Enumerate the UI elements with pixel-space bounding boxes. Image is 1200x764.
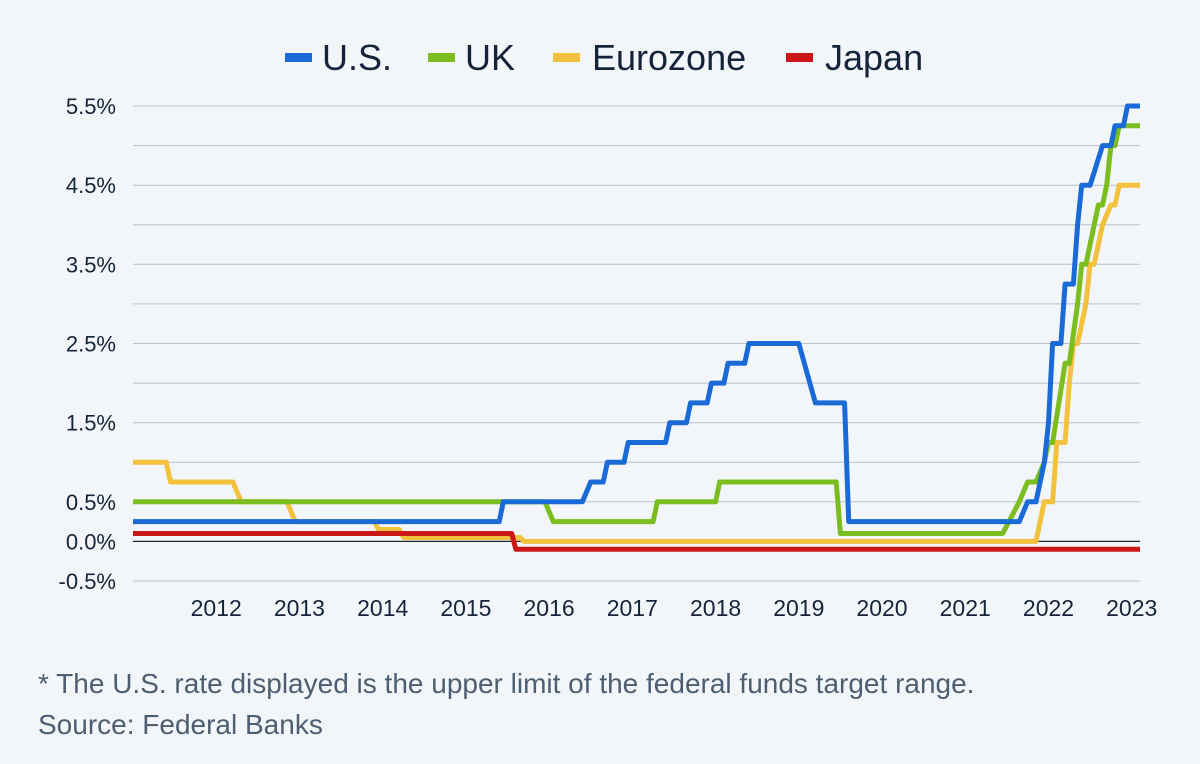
- legend-label-japan: Japan: [825, 37, 923, 78]
- x-tick-label: 2022: [1023, 595, 1074, 621]
- legend-label-eurozone: Eurozone: [592, 37, 746, 78]
- y-tick-label: 4.5%: [66, 173, 116, 198]
- x-tick-label: 2021: [940, 595, 991, 621]
- x-tick-label: 2019: [773, 595, 824, 621]
- series-line-uk: [133, 123, 1140, 536]
- chart-footnote: * The U.S. rate displayed is the upper l…: [38, 668, 975, 699]
- y-tick-label: -0.5%: [59, 569, 116, 594]
- x-tick-label: 2012: [191, 595, 242, 621]
- chart-gridlines: [133, 105, 1140, 582]
- x-axis-ticks: 2012 2013 2014 2015 2016 2017 2018 2019 2020 2021…: [191, 595, 1158, 621]
- x-tick-label: 2013: [274, 595, 325, 621]
- series-line-eurozone: [133, 182, 1140, 544]
- y-axis-ticks: 5.5% 4.5% 3.5% 2.5% 1.5% 0.5% 0.0% -0.5%: [59, 94, 116, 594]
- series-line-us: [133, 103, 1140, 525]
- legend-swatch-uk: [428, 53, 455, 62]
- chart-source: Source: Federal Banks: [38, 709, 323, 740]
- y-tick-label: 0.0%: [66, 529, 116, 554]
- chart-legend: U.S. UK Eurozone Japan: [285, 37, 923, 78]
- x-tick-label: 2015: [440, 595, 491, 621]
- y-tick-label: 1.5%: [66, 411, 116, 436]
- y-tick-label: 2.5%: [66, 332, 116, 357]
- chart-series: [133, 103, 1140, 552]
- y-tick-label: 5.5%: [66, 94, 116, 119]
- x-tick-label: 2020: [856, 595, 907, 621]
- series-line-japan: [133, 531, 1140, 552]
- y-tick-label: 3.5%: [66, 252, 116, 277]
- x-tick-label: 2016: [524, 595, 575, 621]
- x-tick-label: 2017: [607, 595, 658, 621]
- legend-swatch-us: [285, 53, 312, 62]
- x-tick-label: 2023: [1106, 595, 1157, 621]
- y-tick-label: 0.5%: [66, 490, 116, 515]
- x-tick-label: 2014: [357, 595, 408, 621]
- legend-label-uk: UK: [465, 37, 515, 78]
- line-chart: U.S. UK Eurozone Japan 5.5% 4.5% 3.5% 2.5% 1.5%…: [59, 37, 1158, 621]
- x-tick-label: 2018: [690, 595, 741, 621]
- legend-label-us: U.S.: [322, 37, 392, 78]
- legend-swatch-eurozone: [553, 53, 580, 62]
- legend-swatch-japan: [786, 53, 813, 62]
